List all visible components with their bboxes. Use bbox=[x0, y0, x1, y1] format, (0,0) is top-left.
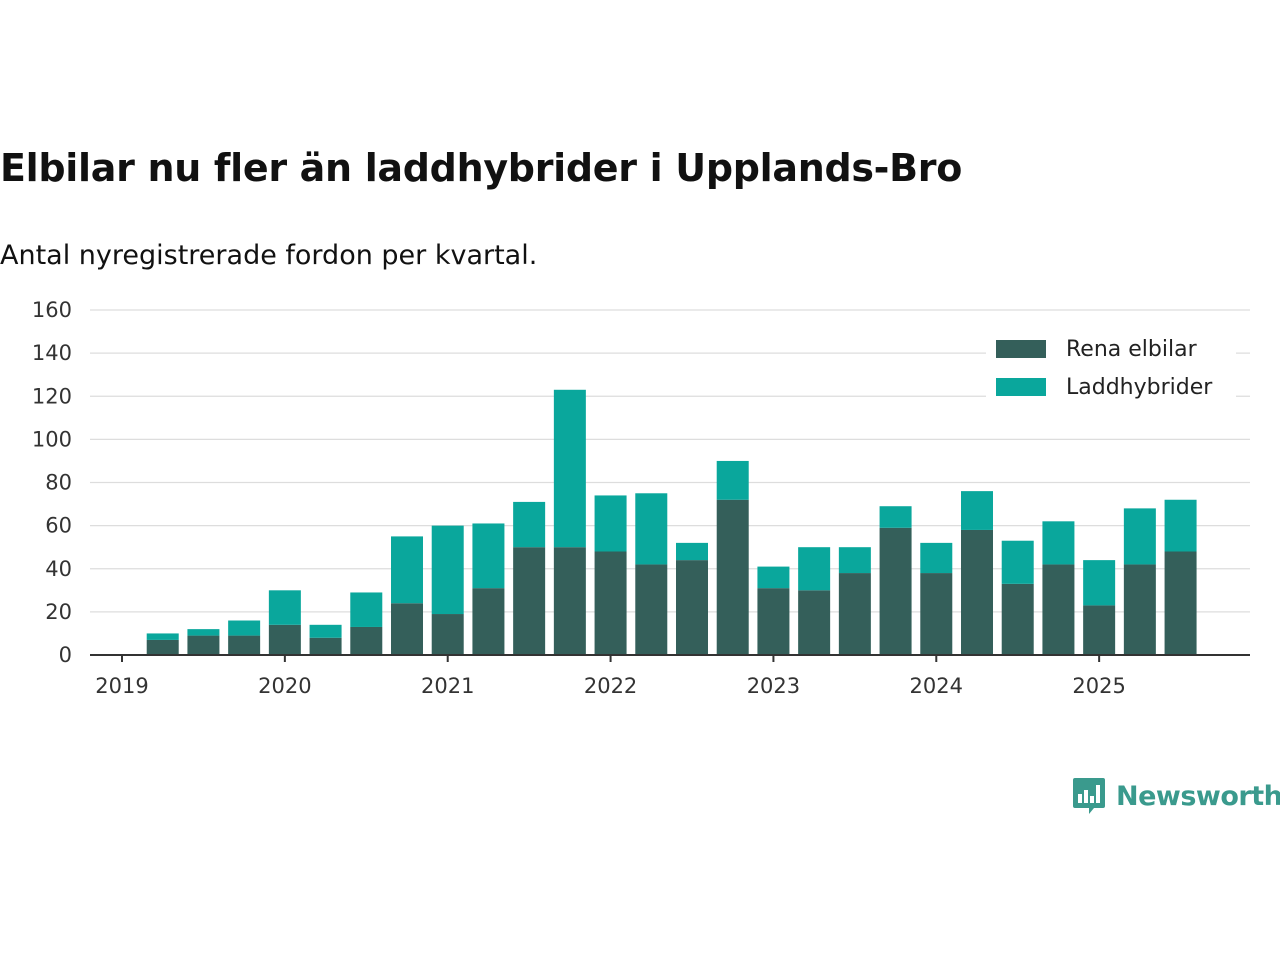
x-tick-label: 2025 bbox=[1072, 674, 1125, 698]
bar-rena-elbilar[interactable] bbox=[716, 499, 749, 655]
x-tick-label: 2019 bbox=[95, 674, 148, 698]
bar-rena-elbilar[interactable] bbox=[838, 573, 871, 655]
bar-rena-elbilar[interactable] bbox=[146, 639, 179, 655]
bar-rena-elbilar[interactable] bbox=[757, 588, 790, 655]
grid-lines bbox=[90, 309, 1250, 613]
brand-name: Newsworthy bbox=[1116, 780, 1280, 812]
bar-rena-elbilar[interactable] bbox=[309, 637, 342, 655]
legend: Rena elbilar Laddhybrider bbox=[986, 328, 1236, 406]
y-tick-label: 80 bbox=[45, 471, 72, 495]
bar-rena-elbilar[interactable] bbox=[1042, 564, 1075, 655]
y-axis: 0 20 40 60 80 100 120 140 160 bbox=[32, 298, 72, 667]
x-tick-label: 2022 bbox=[584, 674, 637, 698]
bar-rena-elbilar[interactable] bbox=[1164, 551, 1197, 656]
bar-laddhybrider[interactable] bbox=[961, 491, 993, 530]
bar-rena-elbilar[interactable] bbox=[187, 635, 220, 655]
bar-laddhybrider[interactable] bbox=[635, 493, 668, 565]
bar-rena-elbilar[interactable] bbox=[431, 614, 464, 655]
bar-laddhybrider[interactable] bbox=[146, 633, 179, 640]
bar-laddhybrider[interactable] bbox=[1123, 508, 1156, 565]
legend-swatch bbox=[996, 340, 1046, 358]
y-tick-label: 60 bbox=[45, 514, 72, 538]
bar-laddhybrider[interactable] bbox=[676, 542, 708, 561]
chart-subtitle: Antal nyregistrerade fordon per kvartal. bbox=[0, 240, 538, 271]
newsworthy-icon bbox=[1073, 778, 1105, 814]
bar-laddhybrider[interactable] bbox=[513, 501, 546, 548]
bar-rena-elbilar[interactable] bbox=[594, 551, 627, 656]
legend-label[interactable]: Laddhybrider bbox=[1066, 375, 1213, 400]
bar-rena-elbilar[interactable] bbox=[391, 603, 423, 655]
bar-laddhybrider[interactable] bbox=[309, 624, 342, 638]
bar-laddhybrider[interactable] bbox=[350, 592, 383, 627]
x-axis: 2019 2020 2021 2022 2023 2024 2025 bbox=[90, 654, 1250, 698]
bars bbox=[146, 389, 1197, 656]
bar-laddhybrider[interactable] bbox=[187, 629, 220, 636]
legend-swatch bbox=[996, 378, 1046, 396]
y-tick-label: 100 bbox=[32, 427, 72, 451]
bar-rena-elbilar[interactable] bbox=[228, 635, 261, 655]
bar-rena-elbilar[interactable] bbox=[1001, 583, 1034, 655]
y-tick-label: 120 bbox=[32, 384, 72, 408]
x-tick-label: 2024 bbox=[910, 674, 963, 698]
y-tick-label: 0 bbox=[59, 643, 72, 667]
bar-laddhybrider[interactable] bbox=[798, 547, 831, 591]
x-tick-label: 2023 bbox=[747, 674, 800, 698]
bar-rena-elbilar[interactable] bbox=[553, 547, 586, 655]
bar-rena-elbilar[interactable] bbox=[268, 624, 301, 655]
bar-rena-elbilar[interactable] bbox=[513, 547, 546, 655]
y-tick-label: 140 bbox=[32, 341, 72, 365]
bar-laddhybrider[interactable] bbox=[228, 620, 261, 636]
bar-rena-elbilar[interactable] bbox=[676, 560, 708, 655]
bar-laddhybrider[interactable] bbox=[1042, 521, 1075, 565]
bar-rena-elbilar[interactable] bbox=[1083, 605, 1116, 655]
bar-laddhybrider[interactable] bbox=[431, 525, 464, 615]
bar-laddhybrider[interactable] bbox=[920, 542, 953, 574]
y-tick-label: 40 bbox=[45, 557, 72, 581]
bar-laddhybrider[interactable] bbox=[879, 506, 912, 528]
bar-laddhybrider[interactable] bbox=[268, 590, 301, 625]
bar-rena-elbilar[interactable] bbox=[472, 588, 505, 655]
bar-rena-elbilar[interactable] bbox=[920, 573, 953, 655]
bar-laddhybrider[interactable] bbox=[716, 460, 749, 500]
chart-title: Elbilar nu fler än laddhybrider i Upplan… bbox=[0, 146, 963, 190]
newsworthy-logo[interactable]: Newsworthy bbox=[1072, 776, 1280, 816]
bar-laddhybrider[interactable] bbox=[757, 566, 790, 589]
bar-laddhybrider[interactable] bbox=[838, 547, 871, 574]
legend-label[interactable]: Rena elbilar bbox=[1066, 337, 1198, 362]
bar-laddhybrider[interactable] bbox=[553, 389, 586, 548]
y-tick-label: 160 bbox=[32, 298, 72, 322]
bar-rena-elbilar[interactable] bbox=[1123, 564, 1156, 655]
bar-laddhybrider[interactable] bbox=[594, 495, 627, 552]
bar-rena-elbilar[interactable] bbox=[961, 529, 993, 655]
bar-rena-elbilar[interactable] bbox=[879, 527, 912, 655]
y-tick-label: 20 bbox=[45, 600, 72, 624]
bar-laddhybrider[interactable] bbox=[1164, 499, 1197, 552]
bar-rena-elbilar[interactable] bbox=[350, 626, 383, 655]
bar-laddhybrider[interactable] bbox=[1083, 560, 1116, 606]
bar-laddhybrider[interactable] bbox=[1001, 540, 1034, 584]
x-tick-label: 2020 bbox=[258, 674, 311, 698]
bar-rena-elbilar[interactable] bbox=[635, 564, 668, 655]
bar-laddhybrider[interactable] bbox=[472, 523, 505, 589]
x-tick-label: 2021 bbox=[421, 674, 474, 698]
bar-rena-elbilar[interactable] bbox=[798, 590, 831, 655]
bar-laddhybrider[interactable] bbox=[391, 536, 423, 604]
